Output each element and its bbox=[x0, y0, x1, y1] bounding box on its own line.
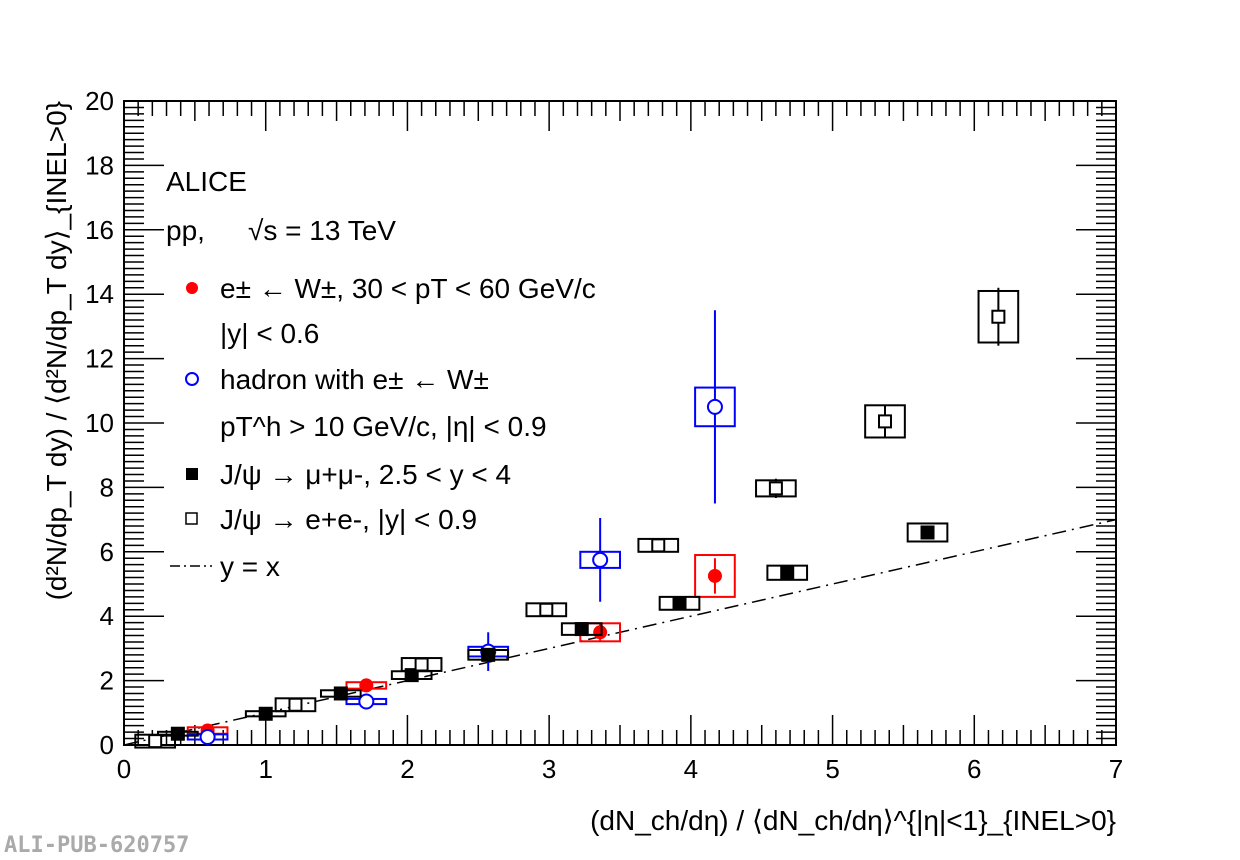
legend-entry-line2: |y| < 0.6 bbox=[220, 318, 319, 349]
legend-entry: hadron with e± ← W± bbox=[220, 364, 489, 395]
marker-open-square bbox=[651, 538, 666, 553]
marker-filled-circle bbox=[707, 568, 722, 583]
x-tick-label: 3 bbox=[542, 754, 556, 784]
data-point bbox=[637, 537, 680, 553]
legend-entry: y = x bbox=[220, 551, 280, 582]
data-point bbox=[274, 697, 317, 713]
marker-open-circle bbox=[592, 551, 609, 568]
y-tick-label: 18 bbox=[85, 150, 114, 180]
marker-open-square bbox=[539, 602, 554, 617]
data-point bbox=[345, 693, 388, 710]
y-tick-label: 6 bbox=[100, 537, 114, 567]
y-tick-label: 12 bbox=[85, 344, 114, 374]
y-tick-label: 8 bbox=[100, 472, 114, 502]
watermark: ALI-PUB-620757 bbox=[4, 833, 189, 858]
data-point bbox=[658, 595, 701, 611]
y-axis-title: (d²N/dp_T dy) / ⟨d²N/dp_T dy⟩_{INEL>0} bbox=[41, 101, 72, 600]
collision-system: pp, bbox=[166, 215, 205, 246]
data-point bbox=[766, 564, 809, 581]
y-tick-label: 4 bbox=[100, 601, 114, 631]
legend-entry: J/ψ → e+e-, |y| < 0.9 bbox=[220, 504, 477, 535]
marker-open-square bbox=[878, 414, 893, 429]
data-point bbox=[400, 657, 443, 672]
y-tick-label: 14 bbox=[85, 279, 114, 309]
marker-filled-square bbox=[672, 596, 687, 611]
data-point bbox=[467, 647, 510, 662]
legend-marker-blue bbox=[185, 372, 199, 386]
legend-marker-open-square bbox=[185, 512, 198, 525]
data-point bbox=[694, 554, 736, 598]
data-point bbox=[977, 287, 1020, 346]
marker-filled-square bbox=[258, 706, 273, 721]
x-tick-label: 4 bbox=[684, 754, 698, 784]
data-point bbox=[244, 706, 287, 721]
data-point bbox=[864, 404, 906, 439]
data-point bbox=[345, 678, 388, 693]
x-tick-label: 2 bbox=[400, 754, 414, 784]
y-tick-label: 20 bbox=[85, 86, 114, 116]
data-point bbox=[525, 602, 568, 618]
marker-filled-circle bbox=[593, 625, 608, 640]
y-tick-label: 0 bbox=[100, 730, 114, 760]
marker-filled-square bbox=[481, 647, 496, 662]
data-point bbox=[694, 310, 736, 504]
y-tick-label: 10 bbox=[85, 408, 114, 438]
marker-filled-square bbox=[574, 622, 589, 637]
legend-entry: J/ψ → μ+μ-, 2.5 < y < 4 bbox=[220, 459, 511, 490]
energy-label: √s = 13 TeV bbox=[248, 215, 396, 246]
marker-open-circle bbox=[199, 728, 216, 745]
marker-open-square bbox=[991, 309, 1006, 324]
systematic-box bbox=[766, 564, 809, 581]
x-tick-label: 0 bbox=[117, 754, 131, 784]
systematic-box bbox=[906, 522, 949, 543]
legend-entry: e± ← W±, 30 < pT < 60 GeV/c bbox=[220, 273, 596, 304]
data-point bbox=[579, 517, 622, 602]
x-tick-label: 7 bbox=[1109, 754, 1123, 784]
marker-open-square bbox=[148, 734, 163, 749]
x-tick-label: 5 bbox=[825, 754, 839, 784]
marker-open-circle bbox=[358, 693, 375, 710]
legend-marker-red bbox=[186, 282, 198, 294]
y-tick-label: 16 bbox=[85, 215, 114, 245]
x-tick-label: 1 bbox=[258, 754, 272, 784]
data-point bbox=[186, 728, 229, 745]
x-tick-label: 6 bbox=[967, 754, 981, 784]
y-tick-label: 2 bbox=[100, 666, 114, 696]
marker-filled-circle bbox=[359, 678, 374, 693]
data-point bbox=[319, 686, 362, 701]
data-point bbox=[906, 522, 949, 543]
marker-open-square bbox=[288, 697, 303, 712]
legend-marker-filled-square bbox=[186, 468, 198, 480]
data-point bbox=[134, 733, 177, 749]
marker-filled-square bbox=[780, 565, 795, 580]
marker-open-circle bbox=[706, 398, 723, 415]
marker-filled-square bbox=[333, 686, 348, 701]
x-axis-title: (dN_ch/dη) / ⟨dN_ch/dη⟩^{|η|<1}_{INEL>0} bbox=[590, 805, 1116, 836]
data-point bbox=[560, 622, 603, 637]
marker-open-square bbox=[414, 657, 429, 672]
marker-filled-square bbox=[920, 525, 935, 540]
marker-open-square bbox=[768, 481, 783, 496]
data-point bbox=[755, 478, 797, 499]
experiment-label: ALICE bbox=[166, 166, 247, 197]
legend-entry-line2: pT^h > 10 GeV/c, |η| < 0.9 bbox=[220, 411, 547, 442]
systematic-box bbox=[694, 554, 736, 598]
